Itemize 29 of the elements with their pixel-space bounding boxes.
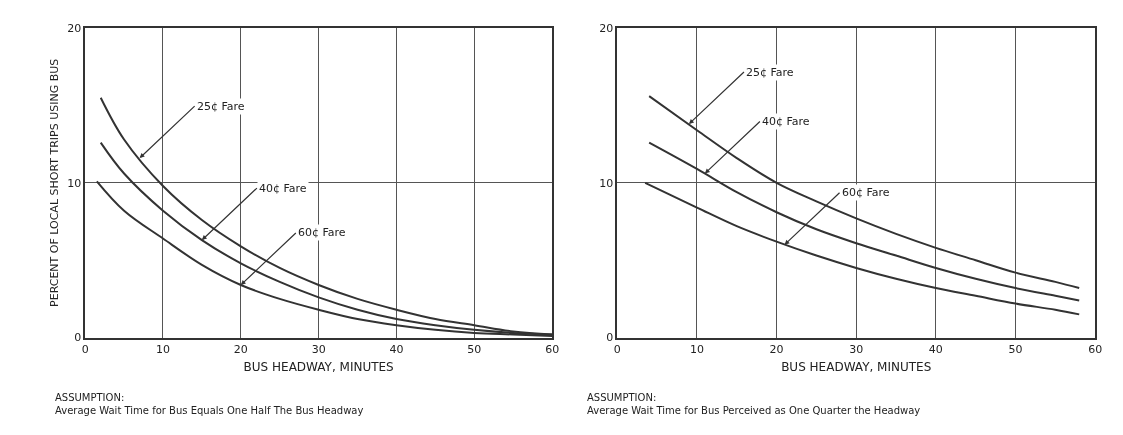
- x-tick-label: 50: [467, 342, 482, 356]
- x-tick-label: 40: [928, 342, 943, 356]
- x-tick-label: 20: [769, 342, 784, 356]
- annotation: 40¢ Fare: [259, 182, 307, 195]
- annotation: 60¢ Fare: [298, 226, 346, 239]
- annotation: 25¢ Fare: [197, 100, 245, 113]
- text: ASSUMPTION: Average Wait Time for Bus Perceived as One Quarter the Headway: [587, 392, 921, 416]
- annotation: 60¢ Fare: [842, 186, 890, 199]
- text: ASSUMPTION: Average Wait Time for Bus Equals One Half The Bus Headway: [55, 392, 364, 416]
- x-tick-label: 60: [545, 342, 560, 356]
- x-tick-label: 20: [233, 342, 248, 356]
- annotation: 25¢ Fare: [746, 66, 794, 79]
- x-tick-label: 40: [389, 342, 404, 356]
- y-axis-title: PERCENT OF LOCAL SHORT TRIPS USING BUS: [48, 58, 62, 307]
- y-tick-label: 10: [599, 176, 614, 190]
- x-tick-label: 30: [849, 342, 864, 356]
- annotation: 40¢ Fare: [762, 115, 810, 128]
- y-tick-label: 0: [74, 331, 82, 345]
- x-tick-label: 30: [311, 342, 326, 356]
- y-tick-label: 20: [599, 21, 614, 35]
- y-tick-label: 10: [67, 176, 82, 190]
- x-axis-title: BUS HEADWAY, MINUTES: [781, 359, 932, 374]
- x-tick-label: 50: [1008, 342, 1023, 356]
- y-tick-label: 20: [67, 21, 82, 35]
- y-tick-label: 0: [606, 331, 614, 345]
- x-tick-label: 60: [1088, 342, 1103, 356]
- x-tick-label: 10: [689, 342, 704, 356]
- x-tick-label: 10: [155, 342, 170, 356]
- x-axis-title: BUS HEADWAY, MINUTES: [243, 359, 394, 374]
